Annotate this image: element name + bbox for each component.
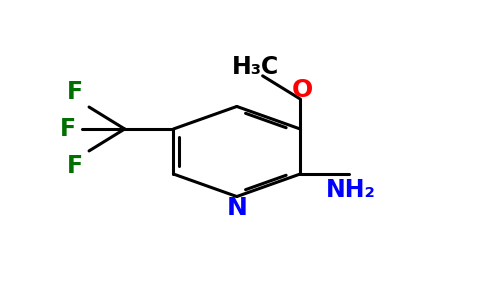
Text: N: N <box>227 196 247 220</box>
Text: F: F <box>67 154 83 178</box>
Text: H₃C: H₃C <box>231 55 279 79</box>
Text: F: F <box>67 80 83 103</box>
Text: O: O <box>291 78 313 102</box>
Text: F: F <box>60 117 76 141</box>
Text: NH₂: NH₂ <box>326 178 376 202</box>
